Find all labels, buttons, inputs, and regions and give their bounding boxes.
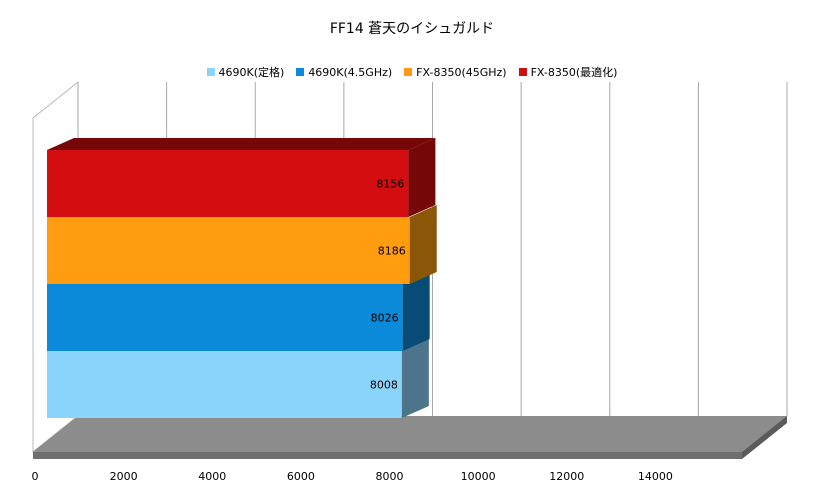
bar [47, 150, 409, 217]
data-label: 8008 [370, 379, 398, 392]
bar [47, 284, 403, 351]
bar-side [408, 138, 436, 217]
bar-top [47, 138, 436, 150]
legend-swatch [404, 68, 413, 76]
legend-item: 4690K(4.5GHz) [296, 64, 392, 80]
bar-side [401, 339, 429, 418]
legend-item: FX-8350(最適化) [518, 64, 618, 80]
legend-item: 4690K(定格) [206, 64, 285, 80]
bar-side [409, 205, 437, 284]
bar-side [402, 272, 430, 351]
data-label: 8026 [371, 312, 399, 325]
legend-label: FX-8350(45GHz) [416, 65, 507, 79]
chart-title: FF14 蒼天のイシュガルド [329, 21, 495, 37]
x-tick-label: 6000 [287, 470, 315, 483]
chart-legend: 4690K(定格) 4690K(4.5GHz) FX-8350(45GHz) F… [0, 64, 824, 80]
x-tick-label: 12000 [549, 470, 584, 483]
legend-swatch [518, 68, 527, 76]
bar [47, 351, 402, 418]
legend-item: FX-8350(45GHz) [404, 64, 507, 80]
data-label: 8186 [378, 245, 406, 258]
legend-swatch [296, 68, 305, 76]
x-tick-label: 14000 [638, 470, 673, 483]
floor-top [33, 416, 787, 452]
legend-label: FX-8350(最適化) [530, 66, 618, 79]
floor-front [33, 452, 742, 459]
bar [47, 217, 410, 284]
x-tick-label: 4000 [198, 470, 226, 483]
x-tick-label: 2000 [110, 470, 138, 483]
x-tick-label: 8000 [376, 470, 404, 483]
x-tick-label: 0 [32, 470, 39, 483]
legend-label: 4690K(定格) [218, 66, 285, 79]
legend-swatch [206, 68, 215, 76]
legend-label: 4690K(4.5GHz) [308, 65, 393, 79]
data-label: 8156 [376, 178, 404, 191]
floor-side [742, 416, 787, 459]
x-tick-label: 10000 [461, 470, 496, 483]
